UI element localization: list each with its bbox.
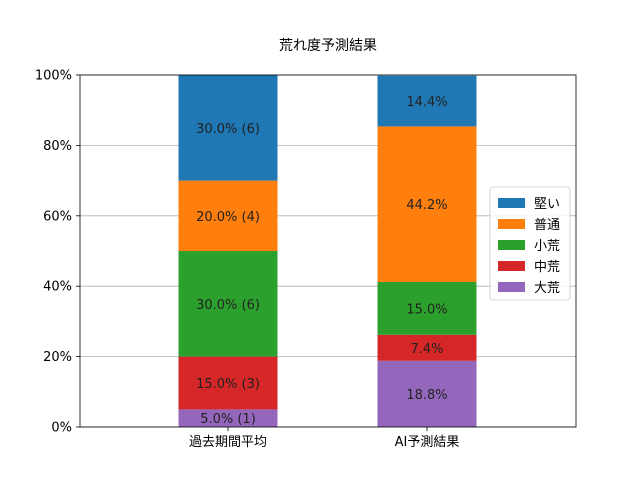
bar-data-label: 15.0% (3) <box>196 377 260 392</box>
legend-label: 堅い <box>534 197 560 212</box>
chart-title: 荒れ度予測結果 <box>279 38 377 54</box>
bar-segment <box>178 180 278 251</box>
legend-box <box>489 186 571 301</box>
bar-segment <box>377 281 477 335</box>
bar-data-label: 15.0% <box>406 302 447 317</box>
y-tick-label: 0% <box>51 421 72 436</box>
legend-label: 小荒 <box>534 239 560 254</box>
y-tick-label: 40% <box>43 280 72 295</box>
bar-data-label: 7.4% <box>410 342 443 357</box>
y-tick-label: 100% <box>35 69 72 84</box>
bar-segment <box>377 334 477 361</box>
y-tick-label: 60% <box>43 209 72 224</box>
bar-data-label: 44.2% <box>406 198 447 213</box>
bar-segment <box>377 126 477 282</box>
x-tick-label: 過去期間平均 <box>189 435 267 450</box>
axes: 0% 20% 40% 60% 80% 100% 過去期間平均 AI予測結果 <box>35 69 577 450</box>
legend-swatch <box>498 198 525 208</box>
bar-segment <box>178 75 278 181</box>
bar-data-label: 18.8% <box>406 388 447 403</box>
x-tick-label: AI予測結果 <box>395 435 460 450</box>
legend-label: 大荒 <box>534 281 560 296</box>
y-tick-label: 20% <box>43 350 72 365</box>
bar-data-label: 5.0% (1) <box>200 412 256 427</box>
bar-data-label: 30.0% (6) <box>196 298 260 313</box>
bar-data-label: 14.4% <box>406 95 447 110</box>
bar-segment <box>377 360 477 427</box>
bar-segment <box>377 75 477 127</box>
legend-swatch <box>498 261 525 271</box>
legend-label: 普通 <box>534 218 560 233</box>
legend-label: 中荒 <box>534 260 560 275</box>
bars: 5.0% (1) 15.0% (3) 30.0% (6) 20.0% (4) 30.0%… <box>178 75 477 427</box>
legend-swatch <box>498 219 525 229</box>
bar-segment <box>178 409 278 427</box>
plot-frame <box>79 74 577 428</box>
bar-segment <box>178 251 278 357</box>
y-tick-label: 80% <box>43 139 72 154</box>
bar-data-label: 20.0% (4) <box>196 210 260 225</box>
legend-swatch <box>498 282 525 292</box>
bar-data-label: 30.0% (6) <box>196 122 260 137</box>
bar-segment <box>178 356 278 410</box>
legend-swatch <box>498 240 525 250</box>
